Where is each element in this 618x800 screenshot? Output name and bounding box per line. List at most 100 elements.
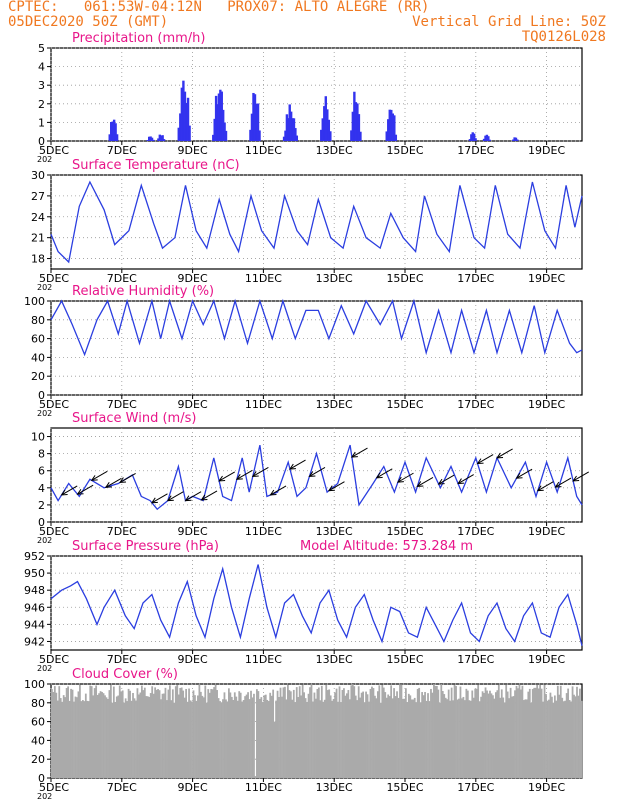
cloud-bar (403, 698, 406, 778)
wind-arrow-head (536, 485, 544, 492)
cloud-bar (235, 696, 238, 778)
cloud-bar (405, 688, 407, 778)
precip-bar (353, 91, 356, 141)
cloud-ytick-label: 0 (38, 772, 45, 785)
cloud-bar (558, 694, 561, 778)
wind-arrow-head (515, 472, 523, 479)
cloud-bar (105, 697, 108, 778)
wind-arrow-shaft (218, 471, 235, 482)
header-station: PROX07: ALTO ALEGRE (RR) (227, 0, 430, 15)
wind-arrow-shaft (61, 485, 78, 496)
cloud-xtick-label: 5DEC (39, 781, 69, 794)
temp-series-line (50, 180, 583, 264)
cloud-bar (332, 698, 335, 778)
precip-ytick-label: 2 (38, 98, 45, 111)
cloud-bar (545, 694, 547, 778)
cloud-bar (166, 700, 168, 778)
cloud-bar (421, 692, 423, 778)
precip-bar (327, 119, 331, 141)
wind-arrow-head (166, 495, 174, 502)
precip-bar (179, 113, 182, 141)
cloud-bar (313, 692, 316, 778)
cloud-bar (512, 696, 515, 778)
cloud-bar (446, 699, 449, 778)
precip-bar (388, 109, 391, 141)
precip-bar (326, 109, 329, 141)
cloud-bar (173, 702, 176, 778)
cloud-bar (160, 699, 162, 778)
precip-bar (221, 109, 225, 141)
cloud-bar (344, 695, 347, 778)
wind-arrow-head (496, 452, 504, 459)
header-line-1: CPTEC: 061:53W-04:12N PROX07: ALTO ALEGR… (8, 0, 429, 14)
cloud-bar (531, 689, 534, 778)
precip-bar (354, 102, 358, 141)
wind-arrow-shaft (270, 485, 287, 496)
cloud-bar (340, 702, 342, 778)
cloud-bar (553, 695, 556, 778)
pressure-ytick-label: 942 (24, 635, 45, 648)
cloud-bar (108, 690, 111, 778)
cloud-bar (177, 694, 180, 778)
precip-bar (150, 137, 154, 141)
cloud-bar (267, 701, 270, 778)
cloud-bar (437, 689, 440, 778)
cloud-bar (65, 688, 68, 778)
cloud-bar (257, 691, 260, 778)
cloud-bar (508, 698, 511, 778)
temp-ytick-label: 24 (31, 211, 45, 224)
cloud-bar (499, 697, 502, 778)
wind-arrow-head (572, 475, 580, 482)
cloud-bar (480, 696, 482, 778)
cloud-bar (199, 691, 202, 778)
cloud-bar (402, 698, 404, 778)
precip-bar (513, 137, 516, 141)
precip-bar (387, 119, 390, 141)
cloud-bar (294, 702, 297, 778)
cloud-bar (140, 685, 143, 778)
precip-ytick-label: 3 (38, 79, 45, 92)
cloud-bar (440, 684, 443, 778)
cloud-bar (67, 686, 69, 778)
cloud-bar (471, 690, 474, 778)
cloud-bar (375, 698, 378, 778)
cloud-ytick-label: 60 (31, 716, 45, 729)
wind-arrow-shaft (477, 454, 494, 465)
wind-arrow-head (76, 488, 84, 495)
cloud-bar (107, 698, 109, 778)
wind-arrow-shaft (91, 470, 108, 481)
cloud-bar (459, 686, 462, 778)
cloud-bar (253, 693, 255, 778)
cloud-xtick-label: 19DEC (528, 781, 565, 794)
cloud-bar (415, 702, 418, 778)
wind-arrow-shaft (201, 490, 218, 501)
precip-bar (484, 135, 487, 141)
cloud-bar (334, 692, 336, 778)
cloud-bar (490, 693, 493, 778)
wind-arrow-head (437, 478, 445, 485)
cloud-bar (266, 699, 269, 778)
cloud-bar (462, 696, 465, 778)
cloud-bar (500, 689, 503, 778)
cloud-bar (354, 695, 357, 778)
cloud-bar (433, 684, 435, 778)
cloud-bar (348, 699, 351, 778)
precip-bar (393, 115, 396, 141)
precip-bar (160, 135, 163, 141)
temp-xtick-label: 11DEC (245, 272, 282, 285)
cloud-bar (244, 696, 246, 778)
cloud-bar (517, 688, 519, 778)
pressure-xtick-label: 5DEC (39, 653, 69, 666)
cloud-bar (551, 696, 553, 778)
cloud-bar (413, 697, 416, 778)
cloud-bar (204, 685, 207, 778)
wind-arrow-head (416, 481, 424, 487)
precip-bar (223, 122, 226, 141)
cloud-bar (465, 688, 468, 778)
wind-arrow-shaft (417, 476, 434, 487)
wind-arrow-shaft (119, 473, 136, 483)
rh-xtick-label: 11DEC (245, 398, 282, 411)
precip-xtick-label: 5DEC (39, 144, 69, 157)
cloud-bar (245, 694, 248, 778)
cloud-bar (388, 696, 391, 778)
